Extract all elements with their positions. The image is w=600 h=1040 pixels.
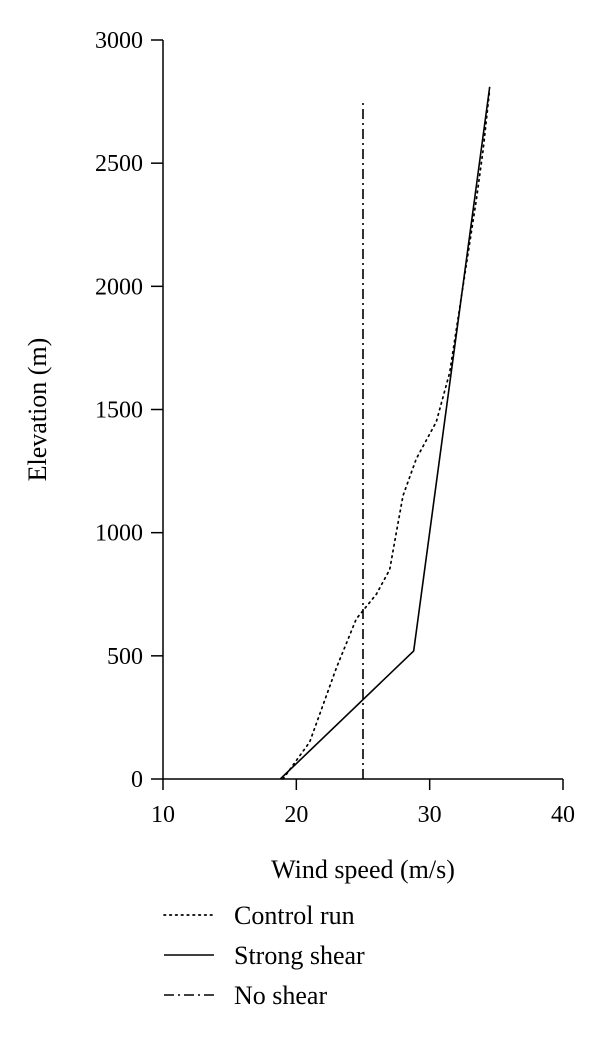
- y-tick-label: 2000: [95, 274, 143, 300]
- y-tick-label: 3000: [95, 28, 143, 54]
- legend-label-control-run: Control run: [234, 901, 355, 930]
- legend: Control run Strong shear No shear: [163, 901, 365, 1010]
- series-line-control-run: [282, 88, 491, 780]
- x-tick-label: 20: [284, 802, 308, 828]
- legend-label-strong-shear: Strong shear: [234, 941, 365, 970]
- x-tick-label: 40: [551, 802, 575, 828]
- x-tick-label: 30: [418, 802, 442, 828]
- series-layer: [279, 86, 491, 780]
- y-tick-label: 500: [107, 644, 143, 670]
- x-axis-title: Wind speed (m/s): [271, 855, 455, 884]
- y-axis-title: Elevation (m): [23, 338, 52, 482]
- axes-layer: 0 500 1000 1500 2000 2500 3000 10 20 30 40 Wind spe…: [23, 28, 575, 884]
- y-tick-label: 1500: [95, 398, 143, 424]
- x-tick-label: 10: [151, 802, 175, 828]
- y-tick-label: 0: [131, 767, 143, 793]
- y-tick-label: 2500: [95, 151, 143, 177]
- series-line-strong-shear: [279, 86, 491, 780]
- y-tick-label: 1000: [95, 521, 143, 547]
- legend-label-no-shear: No shear: [234, 981, 327, 1010]
